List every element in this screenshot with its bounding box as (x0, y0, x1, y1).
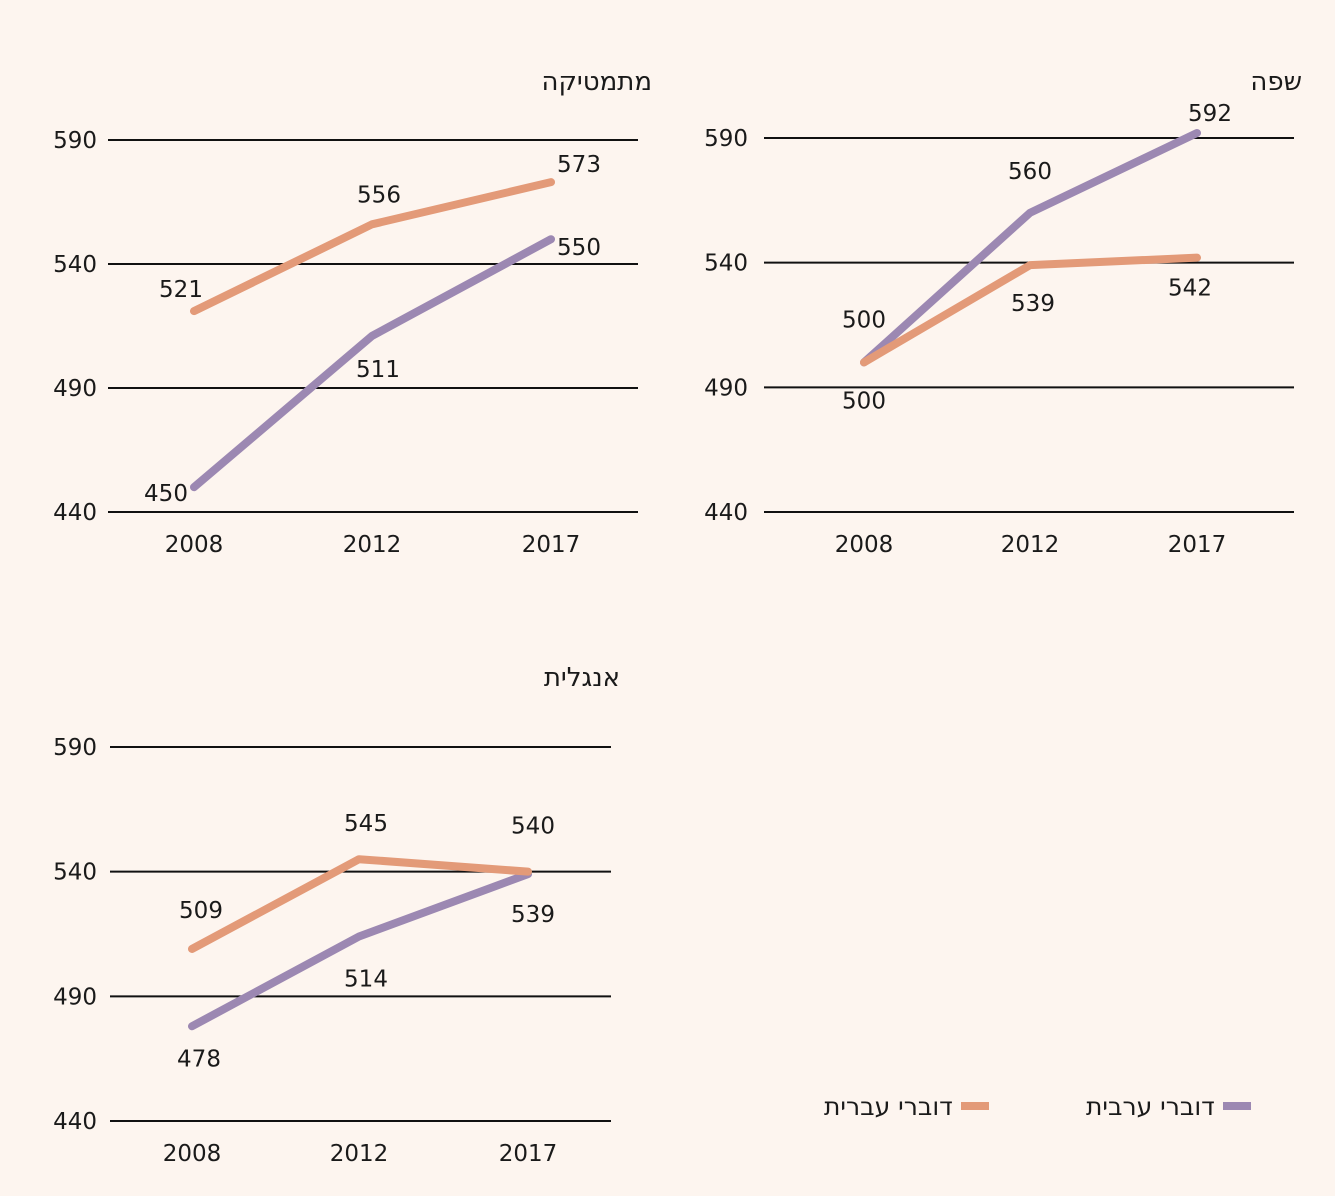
x-tick-label: 2012 (343, 532, 402, 558)
y-tick-label: 540 (704, 251, 748, 277)
series-line-hebrew (188, 855, 532, 953)
x-tick-label: 2017 (1168, 532, 1227, 558)
data-label: 478 (177, 1046, 221, 1072)
data-label: 573 (557, 152, 601, 178)
chart-title: אנגלית (544, 663, 620, 693)
data-label: 592 (1188, 101, 1232, 127)
data-label: 556 (357, 182, 401, 208)
y-tick-label: 490 (704, 375, 748, 401)
chart-title: מתמטיקה (541, 67, 652, 97)
data-label: 500 (842, 388, 886, 414)
legend-arabic: דוברי ערבית (1086, 1088, 1251, 1124)
x-tick-label: 2012 (1001, 532, 1060, 558)
chart-title: שפה (1250, 67, 1302, 97)
data-label: 450 (144, 481, 188, 507)
data-label: 514 (344, 966, 388, 992)
y-tick-label: 490 (53, 376, 97, 402)
legend-arabic-label: דוברי ערבית (1086, 1091, 1215, 1121)
x-tick-label: 2017 (499, 1141, 558, 1167)
data-label: 542 (1168, 276, 1212, 302)
data-label: 500 (842, 307, 886, 333)
y-tick-label: 440 (53, 1109, 97, 1135)
data-label: 560 (1008, 159, 1052, 185)
data-label: 509 (179, 898, 223, 924)
legend-hebrew: דוברי עברית (824, 1088, 989, 1124)
data-label: 540 (511, 814, 555, 840)
y-tick-label: 440 (704, 500, 748, 526)
series-line-hebrew (860, 253, 1201, 367)
data-label: 545 (344, 811, 388, 837)
legend-arabic-swatch (1222, 1102, 1251, 1110)
data-label: 550 (557, 235, 601, 261)
x-tick-label: 2008 (165, 532, 224, 558)
x-tick-label: 2017 (522, 532, 581, 558)
y-tick-label: 440 (53, 500, 97, 526)
data-label: 539 (1011, 291, 1055, 317)
data-label: 539 (511, 902, 555, 928)
data-label: 521 (159, 277, 203, 303)
y-tick-label: 590 (53, 128, 97, 154)
data-label: 511 (356, 357, 400, 383)
series-line-arabic (190, 235, 555, 492)
x-tick-label: 2008 (163, 1141, 222, 1167)
series-line-hebrew (190, 178, 555, 316)
y-tick-label: 590 (53, 735, 97, 761)
legend-hebrew-label: דוברי עברית (824, 1091, 953, 1121)
y-tick-label: 590 (704, 126, 748, 152)
x-tick-label: 2008 (835, 532, 894, 558)
y-tick-label: 540 (53, 860, 97, 886)
y-tick-label: 490 (53, 984, 97, 1010)
series-line-arabic (860, 129, 1201, 367)
y-tick-label: 540 (53, 252, 97, 278)
x-tick-label: 2012 (330, 1141, 389, 1167)
series-line-arabic (188, 870, 532, 1031)
legend-hebrew-swatch (960, 1102, 989, 1110)
